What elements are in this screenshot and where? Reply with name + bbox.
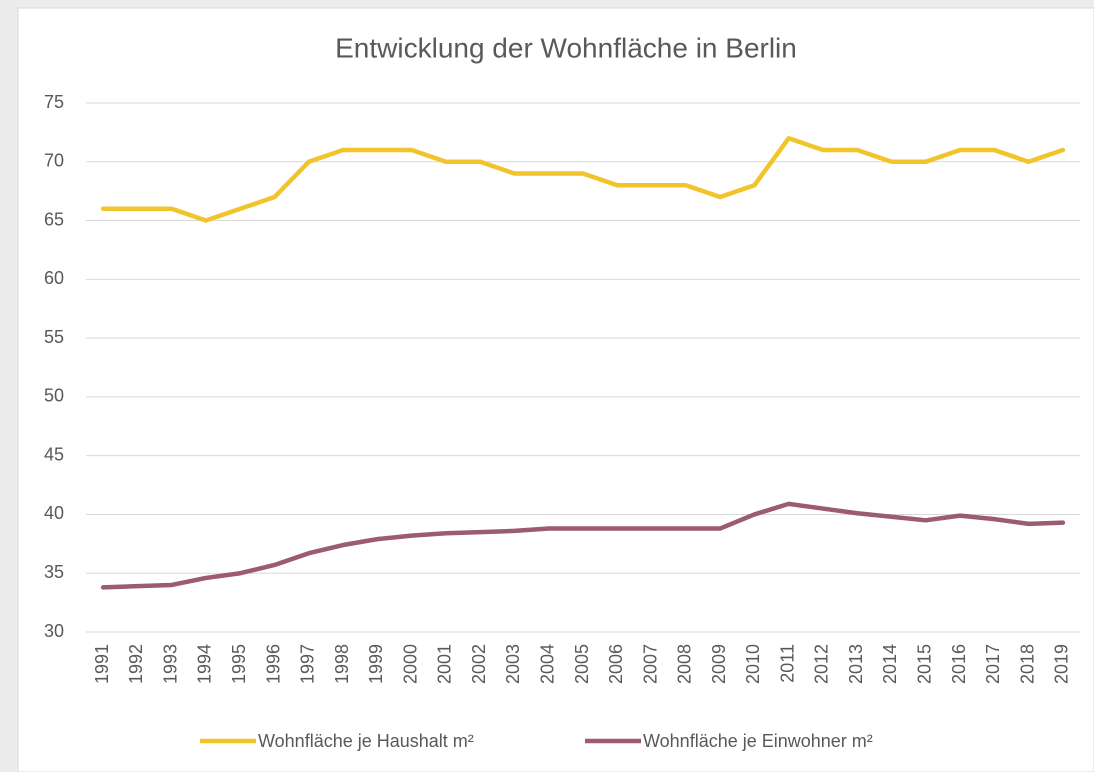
series-line [100, 501, 1066, 590]
y-tick-label: 40 [44, 503, 64, 523]
x-tick-label: 1995 [229, 644, 249, 684]
x-tick-label: 1999 [366, 644, 386, 684]
y-tick-label: 45 [44, 444, 64, 464]
x-tick-label: 2005 [572, 644, 592, 684]
chart-area [17, 7, 1094, 772]
x-tick-label: 2000 [400, 644, 420, 684]
y-tick-label: 30 [44, 621, 64, 641]
x-tick-label: 2018 [1017, 644, 1037, 684]
x-tick-label: 1993 [160, 644, 180, 684]
x-tick-label: 2009 [709, 644, 729, 684]
x-tick-label: 2015 [915, 644, 935, 684]
x-tick-label: 2016 [949, 644, 969, 684]
y-tick-label: 60 [44, 268, 64, 288]
x-tick-label: 2014 [880, 644, 900, 684]
x-tick-label: 2002 [469, 644, 489, 684]
x-tick-label: 2006 [606, 644, 626, 684]
x-tick-label: 2001 [435, 644, 455, 684]
x-tick-label: 1998 [332, 644, 352, 684]
x-tick-label: 2017 [983, 644, 1003, 684]
legend-label: Wohnfläche je Einwohner m² [643, 731, 873, 751]
x-tick-label: 2004 [537, 644, 557, 684]
y-tick-label: 35 [44, 562, 64, 582]
y-tick-label: 50 [44, 386, 64, 406]
x-tick-label: 1991 [92, 644, 112, 684]
x-tick-label: 1994 [195, 644, 215, 684]
x-tick-label: 2013 [846, 644, 866, 684]
x-tick-label: 2008 [675, 644, 695, 684]
x-tick-label: 2012 [812, 644, 832, 684]
y-tick-label: 65 [44, 209, 64, 229]
y-tick-label: 75 [44, 92, 64, 112]
legend-label: Wohnfläche je Haushalt m² [258, 731, 474, 751]
x-tick-label: 2010 [743, 644, 763, 684]
x-tick-label: 2003 [503, 644, 523, 684]
x-tick-label: 1992 [126, 644, 146, 684]
x-tick-label: 2019 [1052, 644, 1072, 684]
x-tick-label: 1997 [298, 644, 318, 684]
x-tick-label: 2007 [640, 644, 660, 684]
y-tick-label: 70 [44, 151, 64, 171]
chart-title: Entwicklung der Wohnfläche in Berlin [335, 32, 797, 63]
series-line [100, 136, 1066, 223]
x-tick-label: 1996 [263, 644, 283, 684]
y-tick-label: 55 [44, 327, 64, 347]
x-tick-label: 2011 [777, 644, 797, 683]
